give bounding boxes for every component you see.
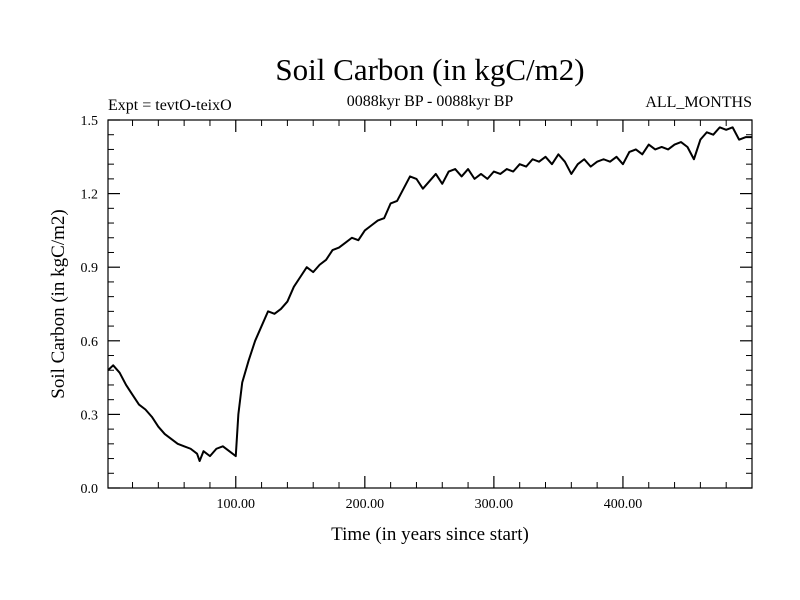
x-axis-ticks: 100.00 200.00 300.00 400.00 <box>217 120 643 512</box>
y-tick-label: 0.3 <box>81 408 99 423</box>
y-axis-minor-ticks <box>108 134 752 474</box>
x-axis-label: Time (in years since start) <box>331 524 529 545</box>
y-tick-label: 1.5 <box>81 114 99 129</box>
x-axis-minor-ticks <box>132 120 727 488</box>
y-tick-label: 0.0 <box>81 482 99 497</box>
experiment-label: Expt = tevtO-teixO <box>108 97 232 114</box>
x-tick-label: 200.00 <box>346 497 385 512</box>
y-axis-label: Soil Carbon (in kgC/m2) <box>48 209 69 398</box>
plot-frame <box>107 119 753 489</box>
y-tick-label: 0.9 <box>81 261 99 276</box>
y-tick-label: 0.6 <box>81 335 99 350</box>
x-tick-label: 300.00 <box>475 497 514 512</box>
y-axis-ticks: 0.0 0.3 0.6 0.9 1.2 1.5 <box>81 114 752 497</box>
y-tick-label: 1.2 <box>81 188 99 203</box>
x-tick-label: 100.00 <box>217 497 256 512</box>
period-label: 0088kyr BP - 0088kyr BP <box>347 93 514 110</box>
chart-title: Soil Carbon (in kgC/m2) <box>275 52 584 87</box>
x-tick-label: 400.00 <box>604 497 643 512</box>
months-label: ALL_MONTHS <box>645 94 752 111</box>
soil-carbon-series-line <box>107 126 752 463</box>
